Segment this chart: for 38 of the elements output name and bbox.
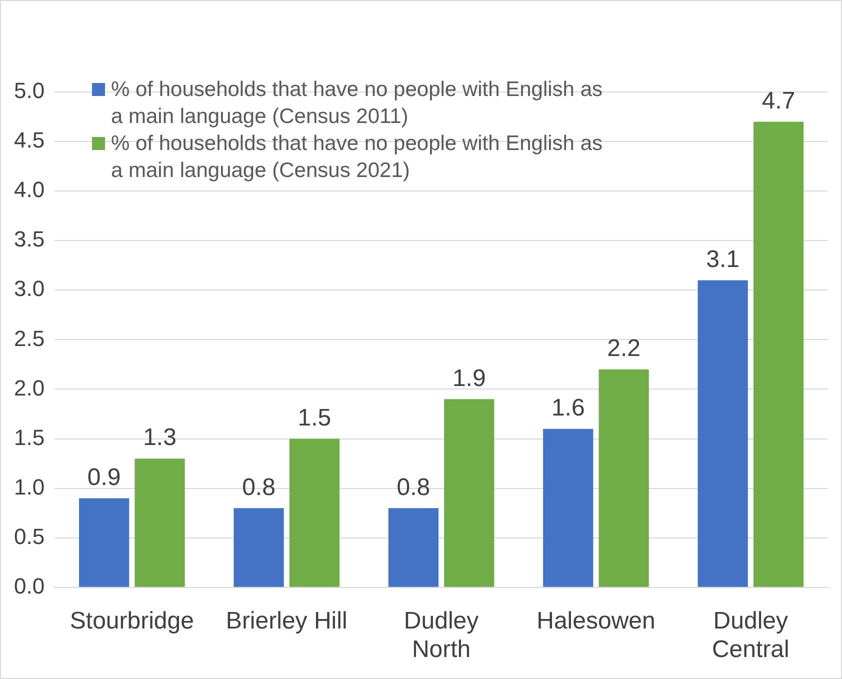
bar <box>753 122 804 587</box>
y-tick-label: 2.5 <box>14 326 45 351</box>
data-label: 0.8 <box>396 474 430 501</box>
bar <box>698 280 748 587</box>
y-tick-label: 4.0 <box>14 177 45 202</box>
x-tick-label: Dudley Central <box>712 607 790 664</box>
data-label: 1.9 <box>452 364 486 392</box>
data-label: 1.3 <box>143 424 176 452</box>
y-tick-label: 3.0 <box>14 276 45 302</box>
bar <box>543 428 594 587</box>
bar <box>79 498 130 587</box>
data-label: 1.6 <box>551 394 585 422</box>
x-tick-label: Brierley Hill <box>226 607 348 634</box>
y-tick-label: 1.5 <box>14 424 45 450</box>
x-tick-label: Halesowen <box>536 607 656 634</box>
bar <box>289 438 340 587</box>
y-tick-label: 4.5 <box>14 128 45 153</box>
data-label: 1.5 <box>298 404 332 432</box>
legend-label: % of households that have no people with English as a main language (Census 2021) <box>111 131 604 184</box>
data-label: 4.7 <box>762 87 796 114</box>
x-tick-label: Stourbridge <box>70 607 194 634</box>
bar <box>444 399 494 587</box>
y-tick-label: 5.0 <box>14 78 45 104</box>
y-tick-label: 0.5 <box>14 524 45 549</box>
bar <box>598 369 649 587</box>
legend-label: % of households that have no people with English as a main language (Census 2011) <box>111 77 604 130</box>
bar <box>134 458 185 587</box>
data-label: 3.1 <box>706 246 740 273</box>
y-tick-label: 1.0 <box>14 474 45 500</box>
y-tick-label: 0.0 <box>14 573 45 598</box>
data-label: 0.9 <box>87 464 121 491</box>
data-label: 0.8 <box>242 474 276 501</box>
y-tick-label: 2.0 <box>14 375 45 400</box>
bar <box>234 508 284 587</box>
y-tick-label: 3.5 <box>14 226 45 252</box>
x-tick-label: Dudley North <box>404 607 479 664</box>
data-label: 2.2 <box>607 335 641 362</box>
bar <box>388 508 439 587</box>
